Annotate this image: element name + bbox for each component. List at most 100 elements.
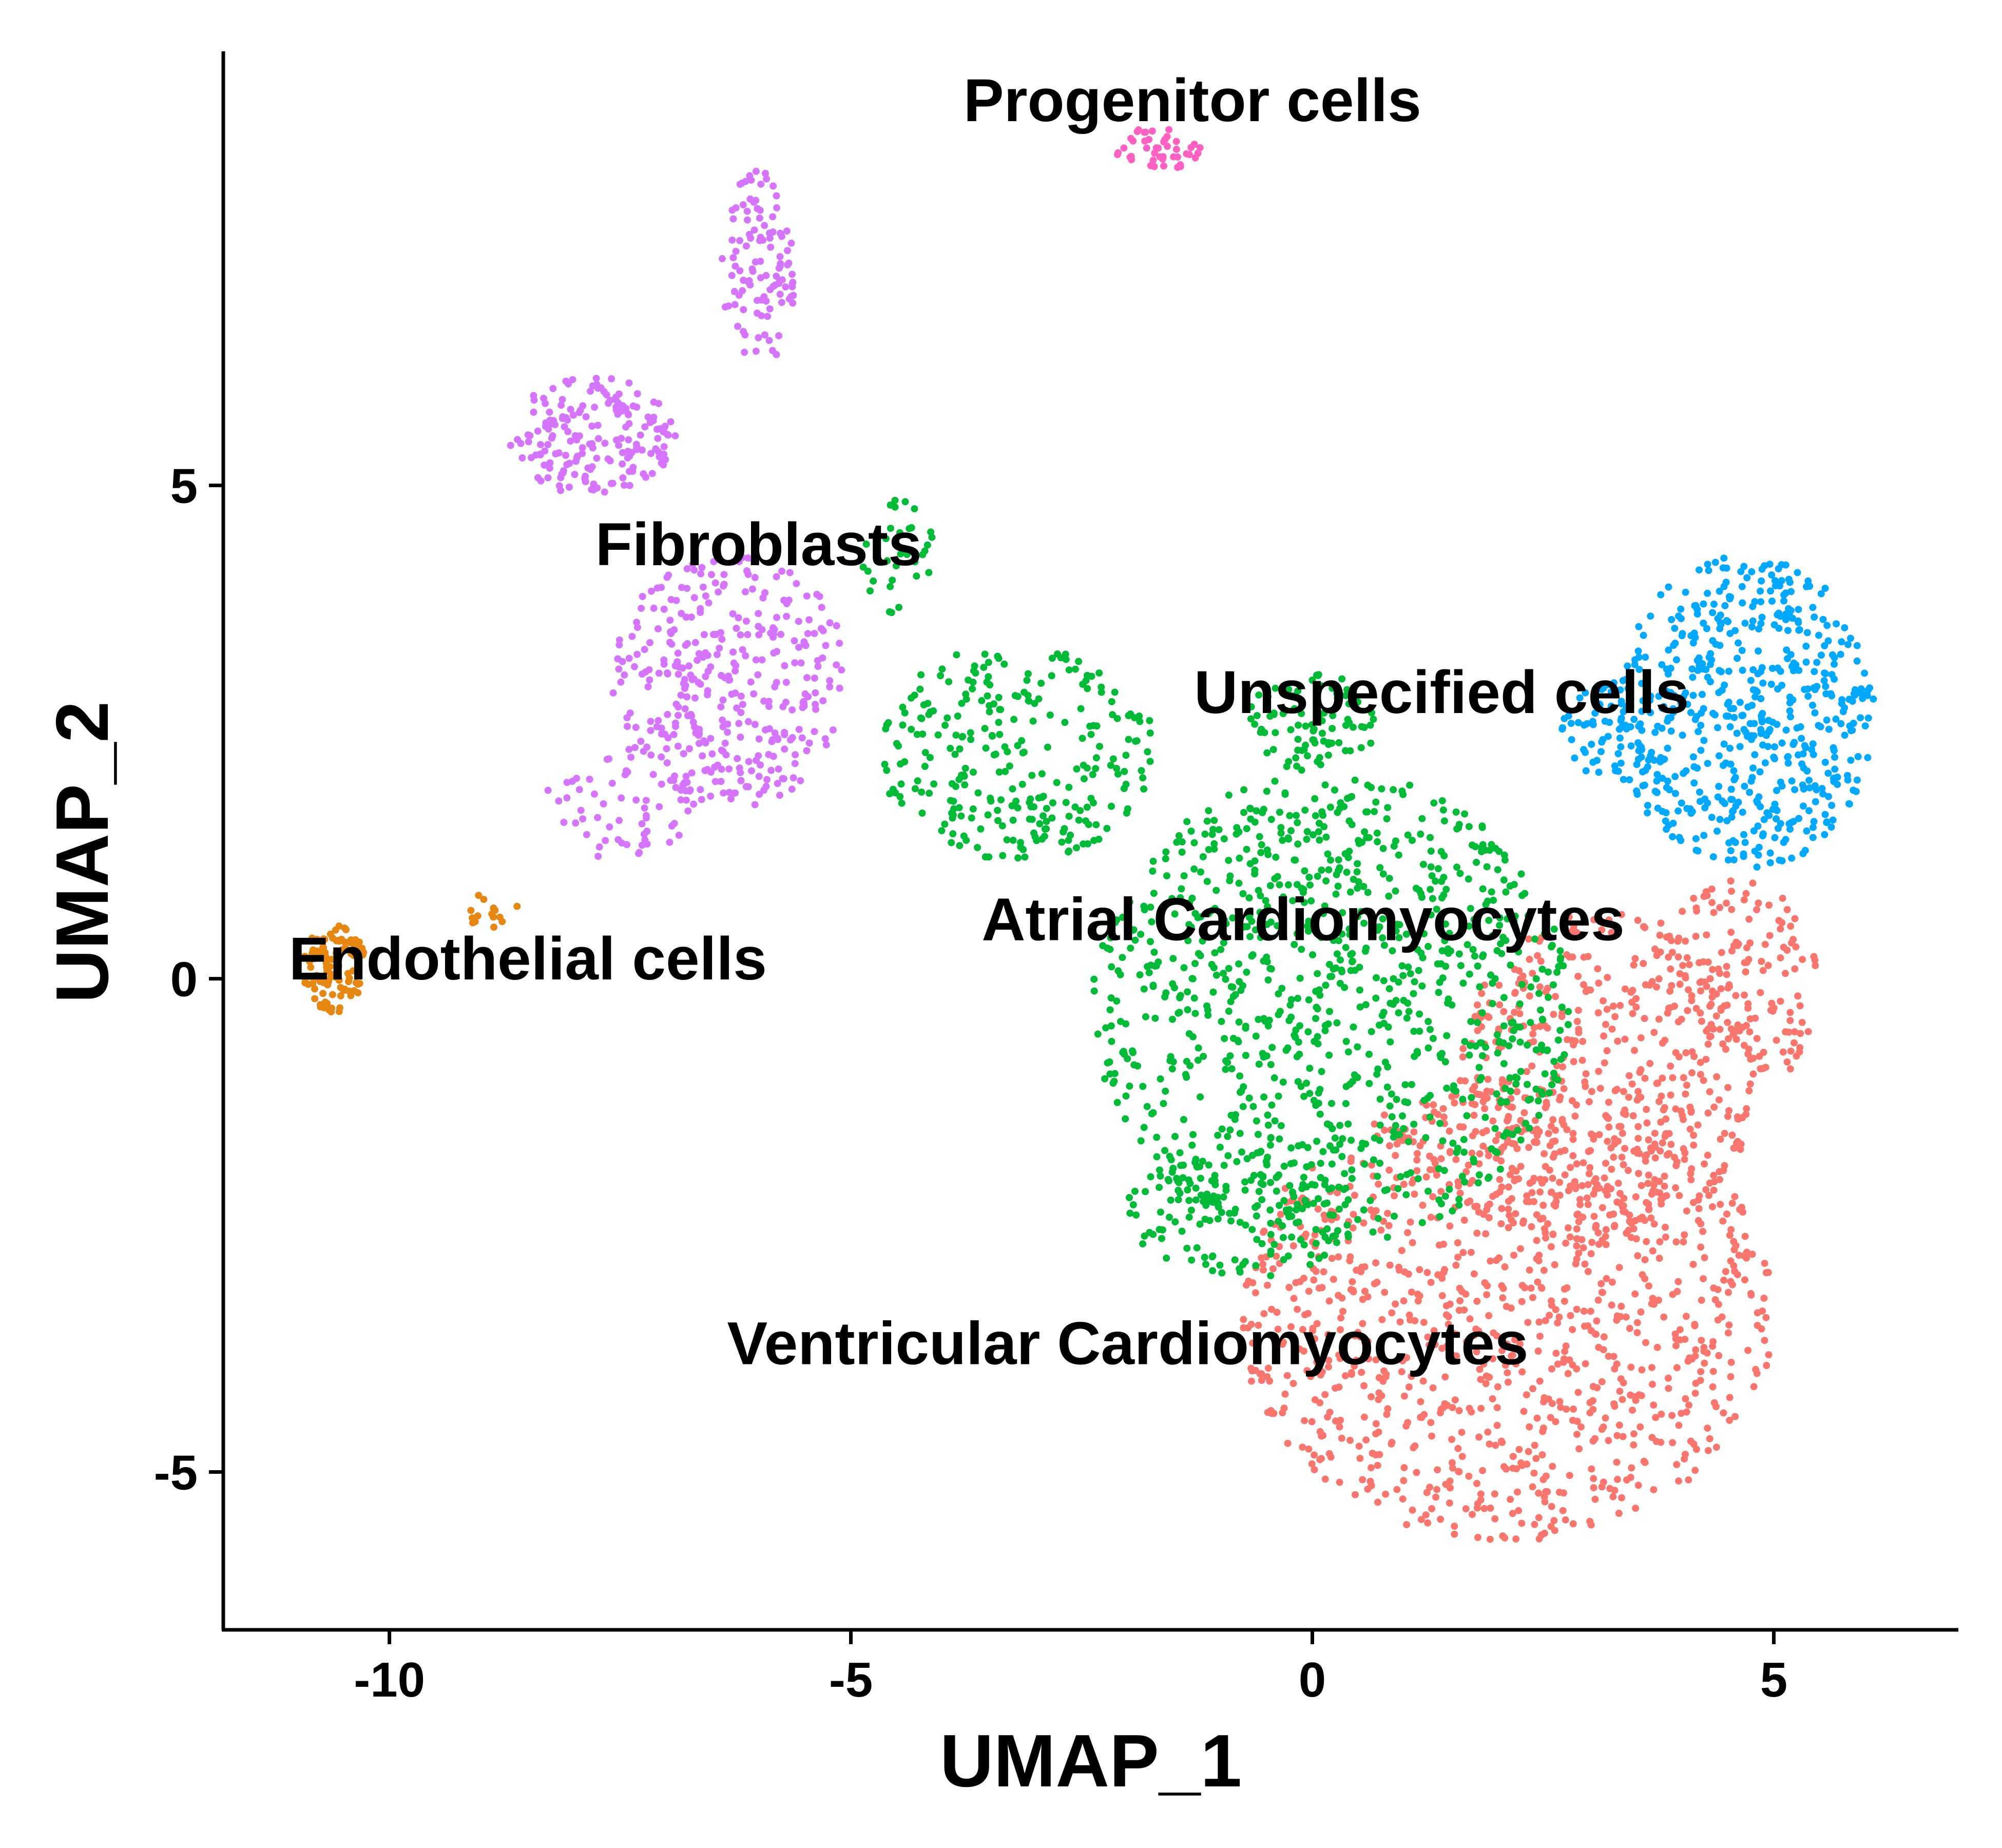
data-point xyxy=(1638,1182,1645,1189)
data-point xyxy=(1496,1176,1504,1183)
data-point xyxy=(1724,713,1732,720)
data-point xyxy=(1721,800,1728,807)
data-point xyxy=(730,287,738,295)
data-point xyxy=(1759,679,1767,687)
data-point xyxy=(1500,1060,1508,1068)
data-point xyxy=(742,588,749,595)
data-point xyxy=(1673,1461,1681,1468)
data-point xyxy=(748,585,756,593)
data-point xyxy=(1038,794,1046,801)
data-point xyxy=(1564,1036,1571,1044)
data-point xyxy=(1356,964,1363,971)
data-point xyxy=(795,644,803,651)
data-point xyxy=(1148,127,1156,135)
data-point xyxy=(1755,625,1763,633)
data-point xyxy=(1484,1075,1492,1083)
data-point xyxy=(1333,950,1341,958)
data-point xyxy=(644,413,652,421)
data-point xyxy=(747,235,755,242)
data-point xyxy=(1428,1432,1435,1440)
data-point xyxy=(1498,1347,1506,1355)
data-point xyxy=(1633,1319,1641,1326)
data-point xyxy=(1398,962,1406,970)
data-point xyxy=(1182,1071,1189,1079)
data-point xyxy=(778,233,785,240)
data-point xyxy=(1580,1159,1587,1167)
data-point xyxy=(1326,803,1334,811)
data-point xyxy=(1267,1272,1275,1280)
data-point xyxy=(534,427,542,435)
data-point xyxy=(638,446,646,454)
data-point xyxy=(1724,1084,1731,1091)
data-point xyxy=(767,243,775,251)
data-point xyxy=(1465,1161,1472,1169)
data-point xyxy=(608,779,616,787)
data-point xyxy=(1526,955,1533,963)
data-point xyxy=(1824,769,1832,777)
data-point xyxy=(1356,1333,1364,1341)
data-point xyxy=(1296,1278,1304,1285)
data-point xyxy=(1190,141,1198,148)
data-point xyxy=(1532,1046,1540,1054)
data-point xyxy=(1704,589,1711,597)
data-point xyxy=(1368,1028,1375,1035)
data-point xyxy=(1376,1451,1383,1458)
y-axis-title: UMAP_2 xyxy=(41,701,124,1003)
data-point xyxy=(895,604,902,611)
data-point xyxy=(1730,776,1738,783)
data-point xyxy=(1456,1189,1464,1197)
data-point xyxy=(1613,1458,1621,1466)
data-point xyxy=(1411,1190,1418,1198)
data-point xyxy=(1235,1018,1243,1026)
data-point xyxy=(1591,709,1599,717)
data-point xyxy=(1234,1036,1241,1044)
data-point xyxy=(1276,808,1283,816)
data-point xyxy=(1643,1151,1650,1159)
data-point xyxy=(1092,765,1100,773)
data-point xyxy=(1741,839,1749,846)
data-point xyxy=(1422,1134,1430,1142)
data-point xyxy=(1681,1156,1688,1163)
data-point xyxy=(1317,1160,1324,1167)
data-point xyxy=(1586,1164,1594,1171)
data-point xyxy=(1573,1255,1581,1263)
data-point xyxy=(1459,1095,1467,1103)
data-point xyxy=(1400,1392,1408,1400)
data-point xyxy=(1638,1392,1645,1399)
data-point xyxy=(1255,1321,1262,1329)
data-point xyxy=(1427,1214,1435,1221)
data-point xyxy=(674,649,682,657)
data-point xyxy=(776,253,784,260)
data-point xyxy=(1549,1230,1557,1238)
data-point xyxy=(955,776,963,783)
data-point xyxy=(345,978,352,986)
data-point xyxy=(1437,1188,1445,1196)
data-point xyxy=(1513,1074,1521,1082)
data-point xyxy=(1379,934,1387,941)
data-point xyxy=(1754,688,1761,696)
data-point xyxy=(1243,825,1250,833)
data-point xyxy=(1573,1305,1581,1313)
data-point xyxy=(1294,1078,1302,1086)
data-point xyxy=(1106,1070,1114,1078)
data-point xyxy=(1275,1092,1282,1100)
data-point xyxy=(1767,587,1775,595)
data-point xyxy=(1452,808,1460,816)
data-point xyxy=(1152,144,1160,152)
data-point xyxy=(941,721,949,729)
data-point xyxy=(1478,1052,1486,1060)
data-point xyxy=(1650,1401,1658,1409)
data-point xyxy=(1028,772,1036,779)
data-point xyxy=(1455,1196,1463,1203)
data-point xyxy=(637,738,645,745)
data-point xyxy=(1614,1180,1622,1187)
data-point xyxy=(1393,1486,1401,1493)
data-point xyxy=(1380,1367,1388,1375)
data-point xyxy=(773,192,780,200)
data-point xyxy=(1632,1193,1640,1201)
data-point xyxy=(1189,1131,1197,1139)
data-point xyxy=(1542,1163,1549,1170)
data-point xyxy=(1408,1081,1415,1088)
data-point xyxy=(1471,1203,1479,1210)
